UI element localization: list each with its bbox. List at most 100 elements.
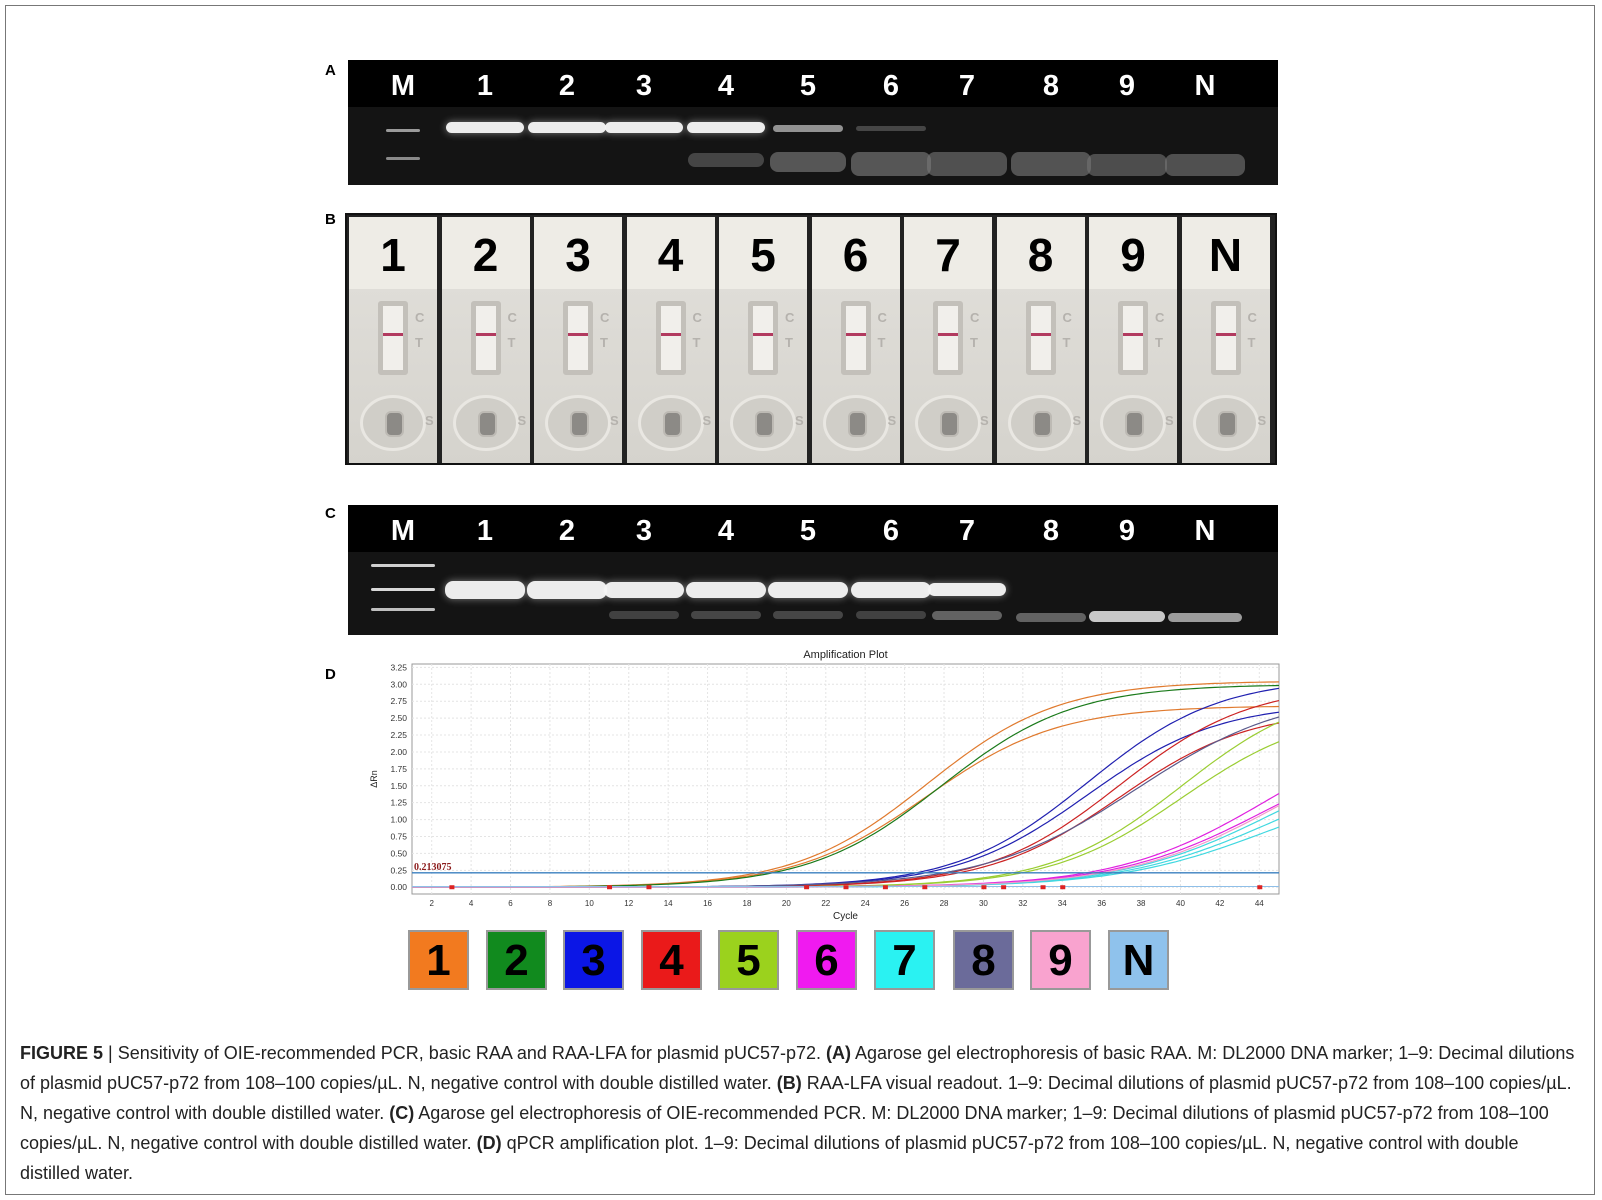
x-tick-label: 6 — [508, 899, 513, 908]
y-tick-label: 2.25 — [390, 730, 407, 740]
sample-well — [915, 395, 981, 451]
sample-well — [1007, 395, 1074, 451]
control-line — [753, 333, 773, 336]
strip-number: 4 — [626, 217, 715, 289]
gel-band — [687, 122, 765, 133]
sample-mark: S — [610, 413, 619, 428]
x-tick-label: 10 — [585, 899, 594, 908]
x-tick-label: 44 — [1255, 899, 1264, 908]
x-axis-label: Cycle — [833, 911, 858, 922]
sample-mark: S — [980, 413, 989, 428]
gel-band — [856, 126, 926, 131]
x-tick-label: 42 — [1215, 899, 1224, 908]
sample-well — [360, 395, 426, 451]
gel-band — [773, 611, 843, 619]
sample-mark: S — [702, 413, 712, 428]
sample-well-inner — [662, 411, 682, 437]
caption-b-text: RAA-LFA visual readout. 1–9: Decimal dil… — [20, 1073, 1572, 1123]
y-tick-label: 3.25 — [390, 662, 407, 672]
threshold-label: 0.213075 — [414, 862, 452, 873]
gel-band — [773, 125, 843, 132]
y-tick-label: 2.50 — [390, 713, 407, 723]
legend-swatch: 6 — [796, 930, 857, 990]
test-mark: T — [1062, 335, 1071, 350]
x-tick-label: 14 — [664, 899, 673, 908]
test-mark: T — [507, 335, 516, 350]
gel-a-header — [348, 60, 1278, 107]
gel-c-lane-label: 3 — [635, 515, 653, 547]
gel-band — [1011, 152, 1091, 176]
y-axis-label: ΔRn — [369, 770, 379, 788]
sample-well-inner — [385, 411, 404, 437]
control-mark: C — [785, 310, 795, 325]
sample-well-inner — [940, 411, 959, 437]
control-mark: C — [1247, 310, 1257, 325]
strip-number: 3 — [534, 217, 622, 289]
y-tick-label: 0.00 — [390, 882, 407, 892]
legend-swatch: 4 — [641, 930, 702, 990]
sample-well — [1192, 395, 1259, 451]
gel-a-lane-label: M — [390, 70, 416, 102]
legend-swatch: N — [1108, 930, 1169, 990]
test-mark: T — [692, 335, 701, 350]
control-line — [660, 333, 681, 336]
gel-band — [1089, 611, 1165, 622]
sample-well-inner — [1125, 411, 1144, 437]
strip-number: N — [1181, 217, 1270, 289]
figure-label: FIGURE 5 — [20, 1043, 104, 1063]
gel-panel-a: M 1 2 3 4 5 6 7 8 9 N — [348, 60, 1278, 185]
gel-a-lane-label: 1 — [476, 70, 494, 102]
control-mark: C — [1062, 310, 1072, 325]
sample-well — [822, 395, 889, 451]
gel-c-lane-label: 1 — [476, 515, 494, 547]
sample-mark: S — [887, 413, 897, 428]
gel-panel-c: M 1 2 3 4 5 6 7 8 9 N — [348, 505, 1278, 635]
control-line — [383, 333, 403, 336]
control-line — [475, 333, 496, 336]
gel-band — [932, 611, 1002, 620]
baseline-marker — [804, 885, 810, 890]
panel-letter-d: D — [325, 666, 336, 683]
gel-band — [691, 611, 761, 619]
gel-band — [371, 588, 435, 591]
control-line — [1030, 333, 1051, 336]
baseline-marker — [646, 885, 652, 890]
x-tick-label: 36 — [1097, 899, 1106, 908]
caption-a-label: (A) — [826, 1043, 852, 1063]
caption-c-text: Agarose gel electrophoresis of OIE-recom… — [20, 1103, 1549, 1153]
strip-result-window — [655, 301, 686, 375]
gel-band — [371, 564, 435, 567]
gel-band — [688, 153, 764, 167]
panel-letter-b: B — [325, 211, 336, 228]
x-tick-label: 30 — [979, 899, 988, 908]
strip-result-window — [378, 301, 408, 375]
sample-well — [637, 395, 704, 451]
gel-band — [528, 122, 606, 133]
x-tick-label: 8 — [548, 899, 553, 908]
sample-mark: S — [1165, 413, 1174, 428]
legend-swatch: 7 — [874, 930, 935, 990]
gel-band — [604, 582, 684, 598]
gel-band — [927, 152, 1007, 176]
panel-letter-a: A — [325, 62, 336, 79]
strip-result-window — [1118, 301, 1148, 375]
strip-number: 2 — [441, 217, 530, 289]
x-tick-label: 40 — [1176, 899, 1185, 908]
strip-number: 6 — [811, 217, 900, 289]
gel-band — [1016, 613, 1086, 622]
gel-a-lane-label: 4 — [717, 70, 735, 102]
gel-c-lane-label: 6 — [882, 515, 900, 547]
test-mark: T — [1155, 335, 1163, 350]
gel-c-header — [348, 505, 1278, 552]
figure-caption: FIGURE 5 | Sensitivity of OIE-recommende… — [20, 1038, 1582, 1188]
gel-band — [386, 157, 420, 160]
control-line — [1215, 333, 1236, 336]
panel-letter-c: C — [325, 505, 336, 522]
baseline-marker — [1257, 885, 1263, 890]
